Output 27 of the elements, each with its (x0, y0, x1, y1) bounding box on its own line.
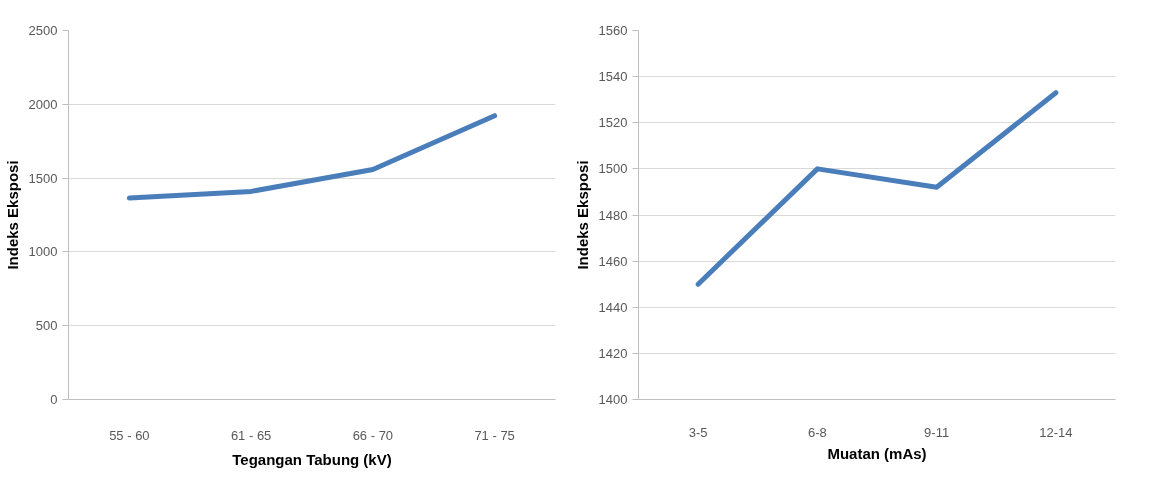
x-axis-title: Muatan (mAs) (827, 444, 927, 462)
y-tick-label: 0 (50, 392, 58, 407)
y-tick-label: 1480 (598, 207, 628, 223)
y-tick-label: 1560 (598, 23, 628, 38)
y-tick-label: 1540 (598, 69, 628, 85)
y-tick-label: 1520 (598, 115, 628, 131)
x-tick-label: 61 - 65 (230, 427, 272, 443)
x-tick-label: 12-14 (1039, 424, 1073, 440)
y-tick-label: 1460 (598, 253, 628, 269)
y-tick-label: 1500 (28, 170, 58, 186)
x-tick-label: 6-8 (807, 424, 827, 440)
y-tick-label: 2000 (28, 96, 58, 112)
x-tick-label: 66 - 70 (352, 427, 394, 443)
x-tick-label: 71 - 75 (474, 427, 515, 443)
y-tick-label: 1420 (598, 345, 628, 361)
x-tick-label: 3-5 (688, 424, 708, 440)
y-tick-label: 500 (35, 318, 58, 334)
y-tick-label: 2500 (28, 23, 58, 38)
y-axis-title: Indeks Eksposi (573, 160, 591, 270)
y-tick-label: 1500 (598, 161, 628, 177)
y-tick-label: 1000 (28, 244, 58, 260)
x-axis-title: Tegangan Tabung (kV) (232, 450, 392, 468)
y-tick-label: 1400 (598, 392, 628, 407)
y-tick-label: 1440 (598, 299, 628, 315)
x-tick-label: 9-11 (924, 424, 950, 440)
x-tick-label: 55 - 60 (109, 427, 150, 443)
y-axis-title: Indeks Eksposi (3, 160, 21, 270)
